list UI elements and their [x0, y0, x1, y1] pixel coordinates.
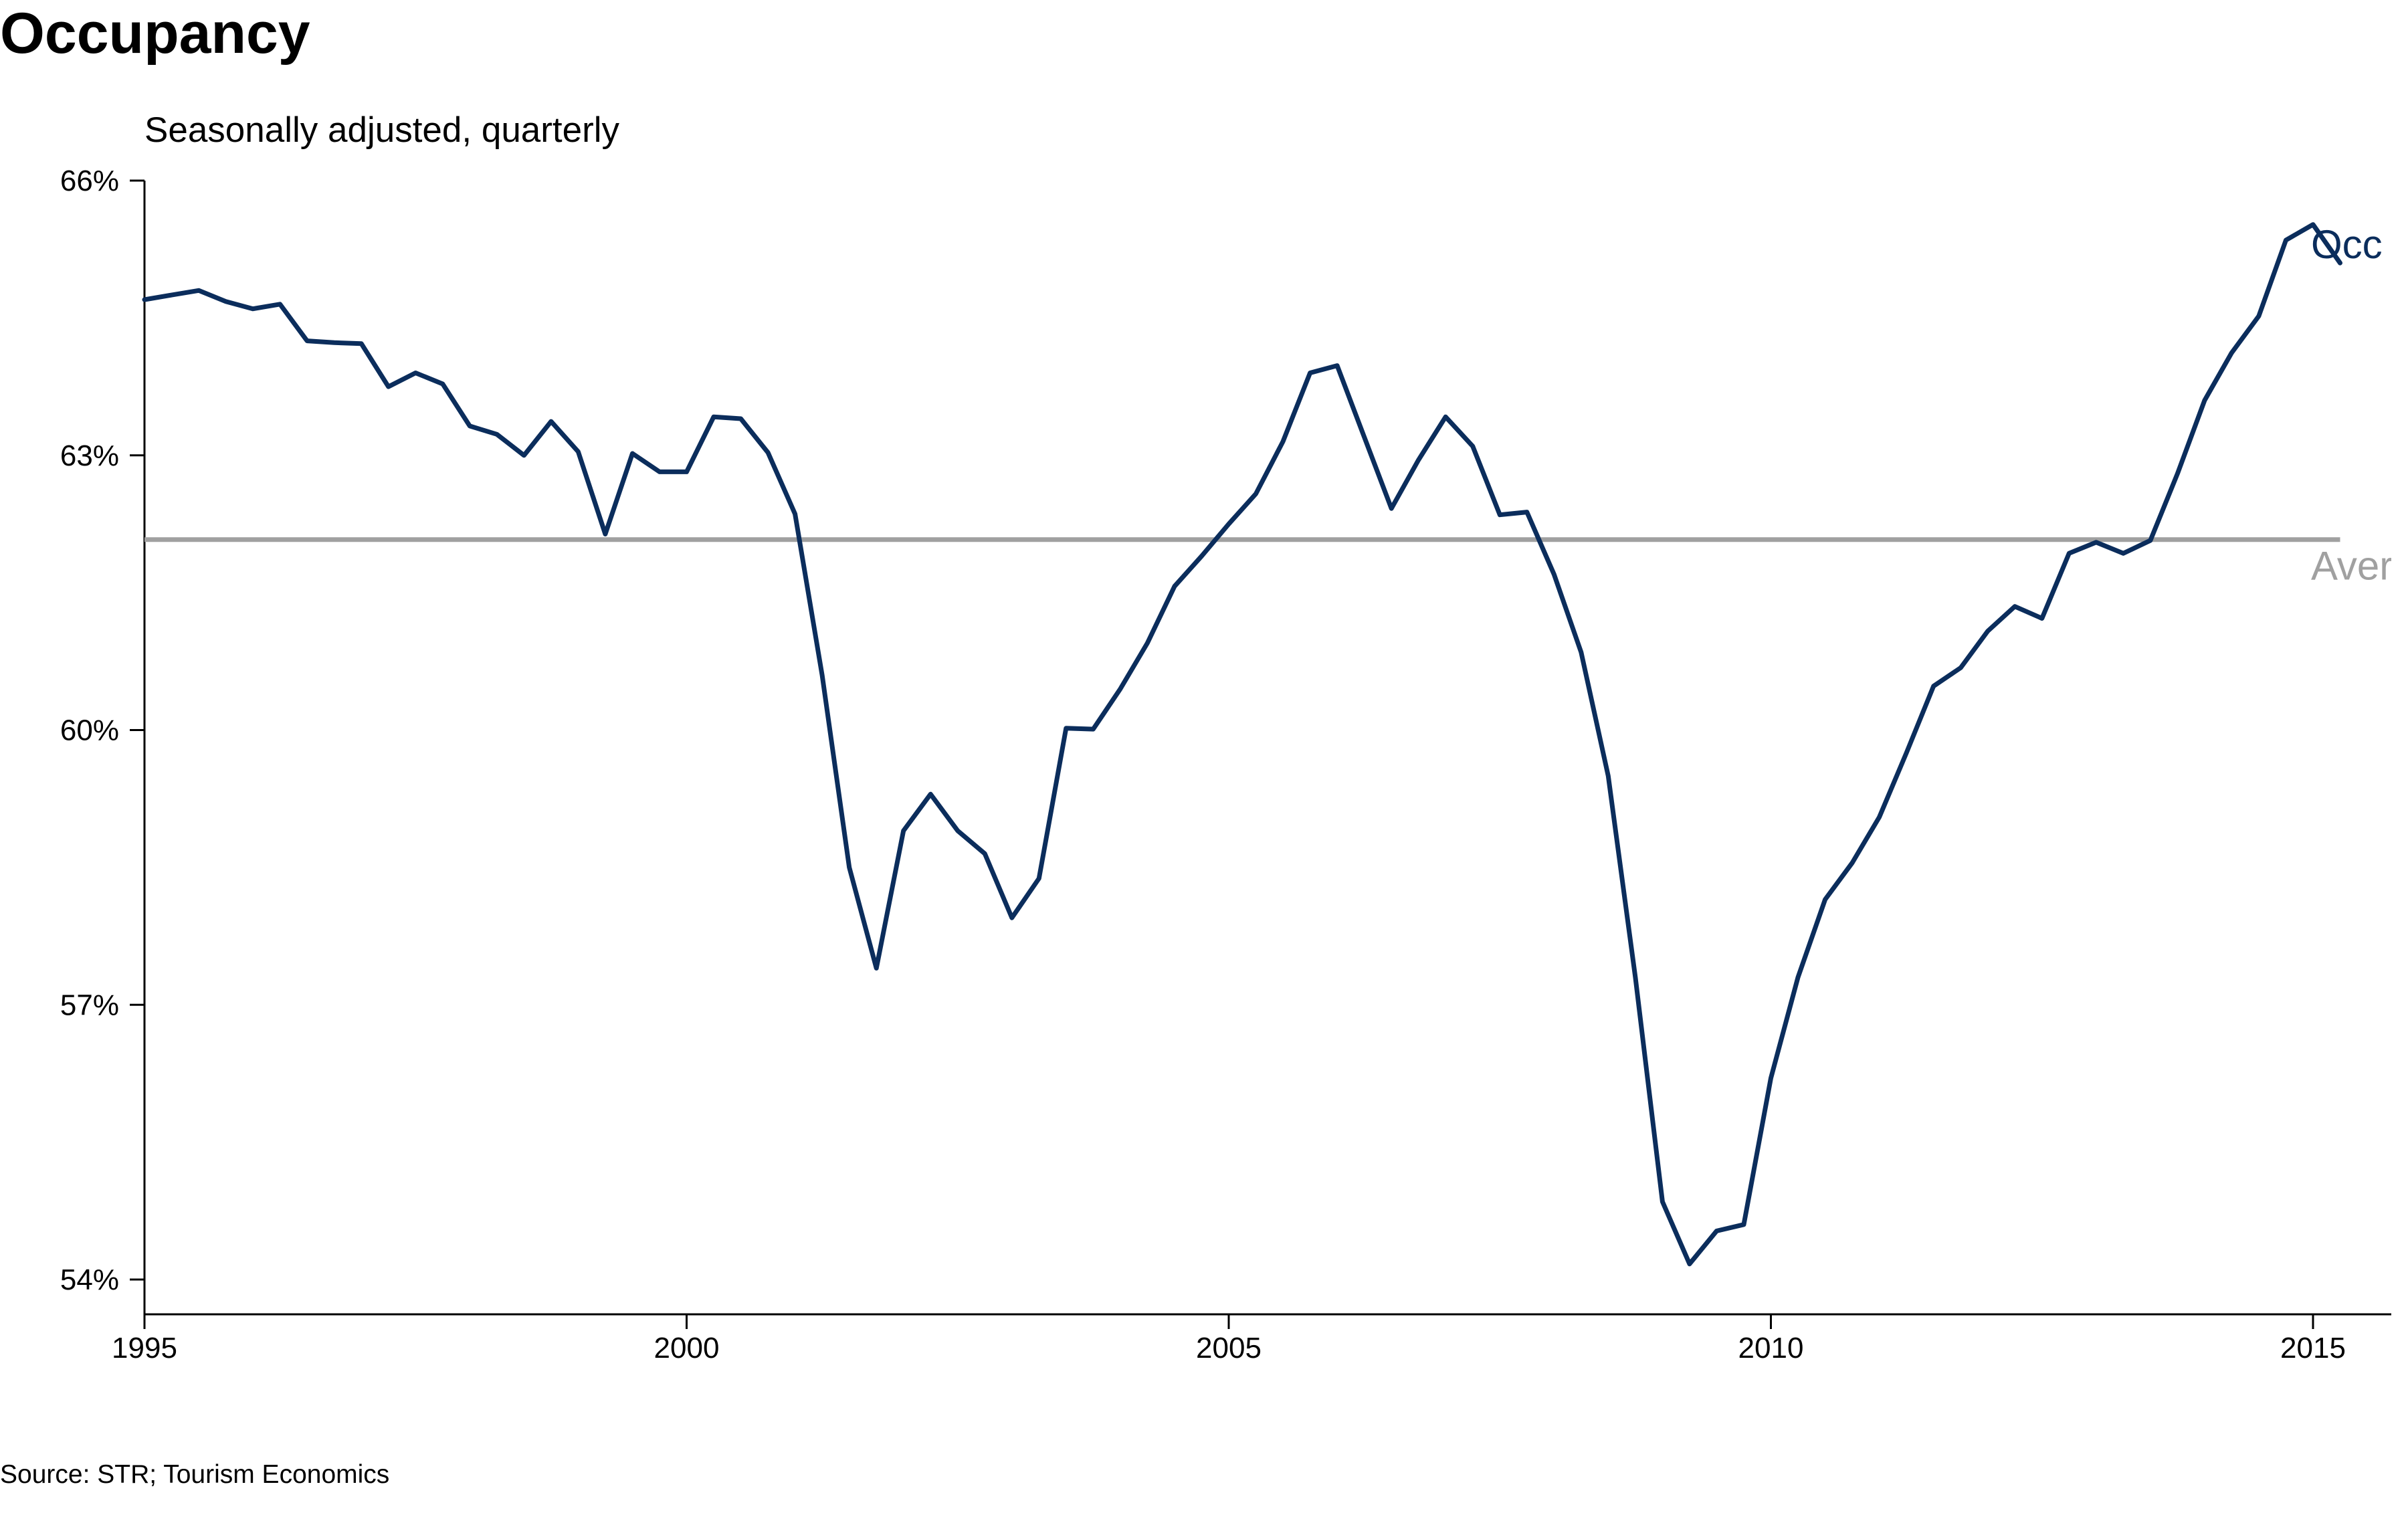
axes: 54% 57% 60% 63% 66% 1995 2000 2005 2010 2015 — [60, 165, 2391, 1364]
chart-subtitle: Seasonally adjusted, quarterly — [144, 110, 620, 150]
x-tick-label: 2015 — [2280, 1332, 2346, 1364]
occupancy-series-label: Occ — [2311, 222, 2383, 267]
source-note: Source: STR; Tourism Economics — [0, 1460, 390, 1489]
x-tick-label: 2010 — [1738, 1332, 1804, 1364]
series-labels: Occ Aver — [2311, 222, 2393, 589]
x-tick-label: 2000 — [654, 1332, 720, 1364]
x-tick-label: 1995 — [112, 1332, 177, 1364]
y-tick-label: 66% — [60, 165, 119, 197]
y-tick-label: 57% — [60, 989, 119, 1021]
x-tick-label: 2005 — [1196, 1332, 1262, 1364]
average-series-label: Aver — [2311, 544, 2393, 589]
series-layer — [142, 222, 2342, 1267]
y-tick-label: 63% — [60, 439, 119, 472]
occupancy-line — [142, 222, 2342, 1267]
y-tick-label: 54% — [60, 1263, 119, 1296]
y-tick-label: 60% — [60, 714, 119, 747]
chart-title: Occupancy — [0, 1, 310, 66]
